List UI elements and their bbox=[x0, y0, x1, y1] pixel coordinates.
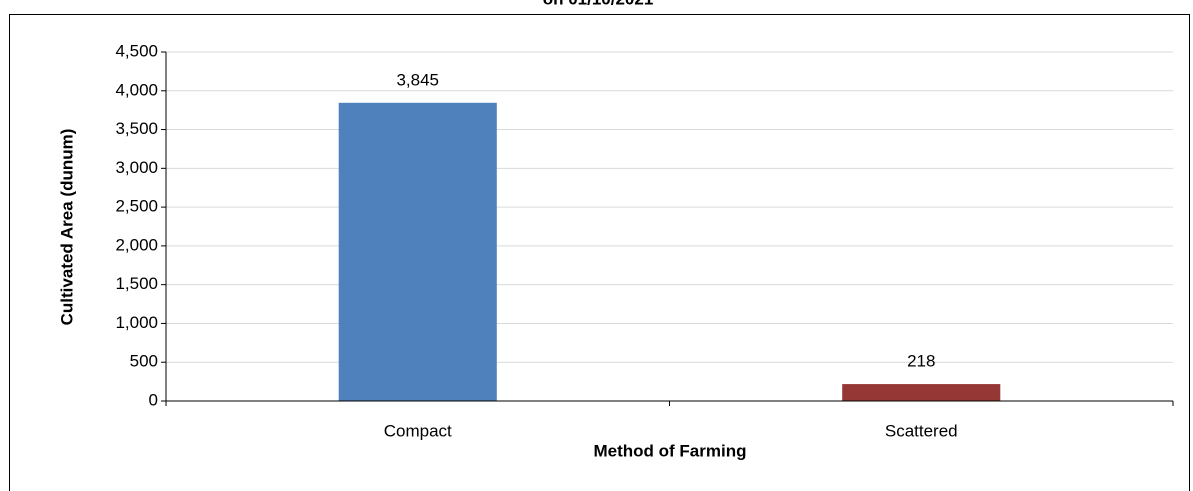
x-axis-title: Method of Farming bbox=[594, 441, 747, 460]
bar bbox=[338, 102, 497, 401]
y-tick-label: 4,000 bbox=[115, 80, 158, 99]
chart-title: on 01/10/2021 bbox=[543, 0, 654, 8]
y-tick-label: 2,000 bbox=[115, 235, 158, 254]
y-tick-label: 3,000 bbox=[115, 158, 158, 177]
chart-border bbox=[9, 14, 1190, 491]
y-axis-title: Cultivated Area (dunum) bbox=[57, 129, 76, 326]
y-tick-label: 4,500 bbox=[115, 41, 158, 60]
x-tick-label: Scattered bbox=[885, 421, 958, 440]
y-tick-label: 1,500 bbox=[115, 274, 158, 293]
bar bbox=[842, 384, 1001, 401]
data-label: 218 bbox=[907, 352, 935, 371]
y-tick-label: 2,500 bbox=[115, 197, 158, 216]
x-tick-label: Compact bbox=[384, 421, 452, 440]
y-tick-label: 3,500 bbox=[115, 119, 158, 138]
y-tick-label: 1,000 bbox=[115, 313, 158, 332]
data-label: 3,845 bbox=[396, 70, 439, 89]
y-tick-label: 500 bbox=[130, 352, 158, 371]
y-tick-label: 0 bbox=[149, 390, 158, 409]
